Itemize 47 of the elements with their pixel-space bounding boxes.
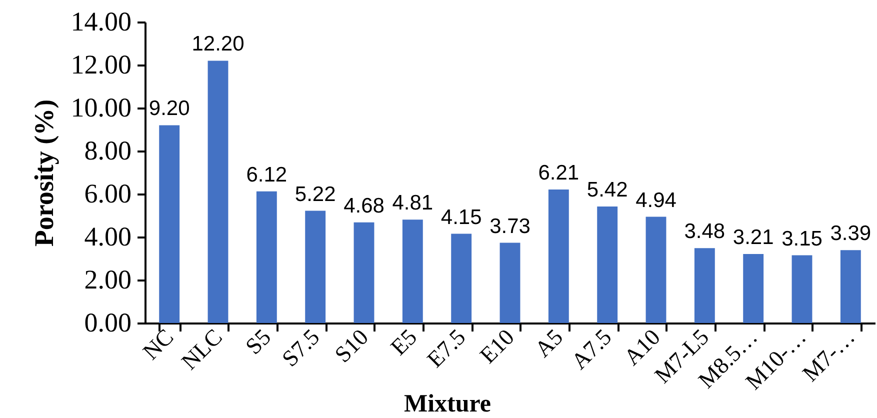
bar (743, 254, 764, 323)
x-tick-label: NC (138, 324, 178, 365)
data-label: 3.39 (830, 222, 872, 246)
y-tick-label: 2.00 (84, 264, 132, 294)
y-tick-label: 12.00 (70, 50, 132, 80)
bar (548, 189, 569, 323)
data-label: 3.48 (684, 220, 726, 244)
y-tick-label: 14.00 (70, 6, 132, 36)
bar (597, 206, 618, 323)
x-tick-label: E10 (475, 324, 519, 368)
data-label: 4.68 (344, 194, 384, 218)
bar (402, 220, 423, 323)
bar (646, 216, 666, 323)
data-label: 4.81 (392, 192, 434, 215)
bar (305, 210, 326, 323)
x-tick-label: S7.5 (277, 324, 324, 372)
x-axis-title: Mixture (404, 390, 492, 418)
data-label: 3.21 (732, 226, 774, 249)
data-label: 4.15 (440, 206, 482, 229)
data-label: 5.42 (586, 178, 628, 202)
y-tick-label: 4.00 (84, 222, 132, 252)
bar (256, 191, 277, 323)
data-label: 3.15 (782, 227, 822, 250)
x-tick-label: S5 (240, 324, 276, 360)
bar (500, 242, 520, 323)
data-label: 9.20 (148, 97, 190, 120)
data-label: 6.21 (538, 161, 580, 184)
y-tick-label: 0.00 (84, 308, 132, 338)
data-label: 3.73 (490, 214, 530, 238)
bar (451, 234, 472, 323)
data-label: 12.20 (192, 32, 244, 56)
x-tick-label: A5 (530, 324, 568, 362)
x-tick-label: E5 (386, 324, 422, 360)
y-tick-label: 8.00 (84, 136, 132, 166)
y-tick-label: 6.00 (84, 178, 132, 208)
bar (840, 250, 861, 323)
data-label: 5.22 (294, 182, 336, 206)
y-tick-label: 10.00 (70, 92, 132, 122)
bar (208, 60, 228, 323)
x-tick-label: S10 (330, 324, 373, 368)
bar (694, 248, 715, 323)
y-axis-title: Porosity (%) (28, 99, 59, 247)
bar (159, 125, 180, 323)
data-label: 6.12 (246, 163, 288, 186)
data-label: 4.94 (636, 188, 677, 212)
bar (792, 255, 812, 323)
bar (354, 222, 374, 323)
